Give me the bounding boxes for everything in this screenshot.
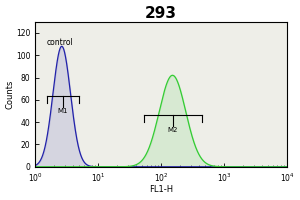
Text: control: control xyxy=(46,38,73,47)
X-axis label: FL1-H: FL1-H xyxy=(149,185,173,194)
Title: 293: 293 xyxy=(145,6,177,21)
Text: M2: M2 xyxy=(168,127,178,133)
Text: M1: M1 xyxy=(58,108,68,114)
Y-axis label: Counts: Counts xyxy=(6,80,15,109)
